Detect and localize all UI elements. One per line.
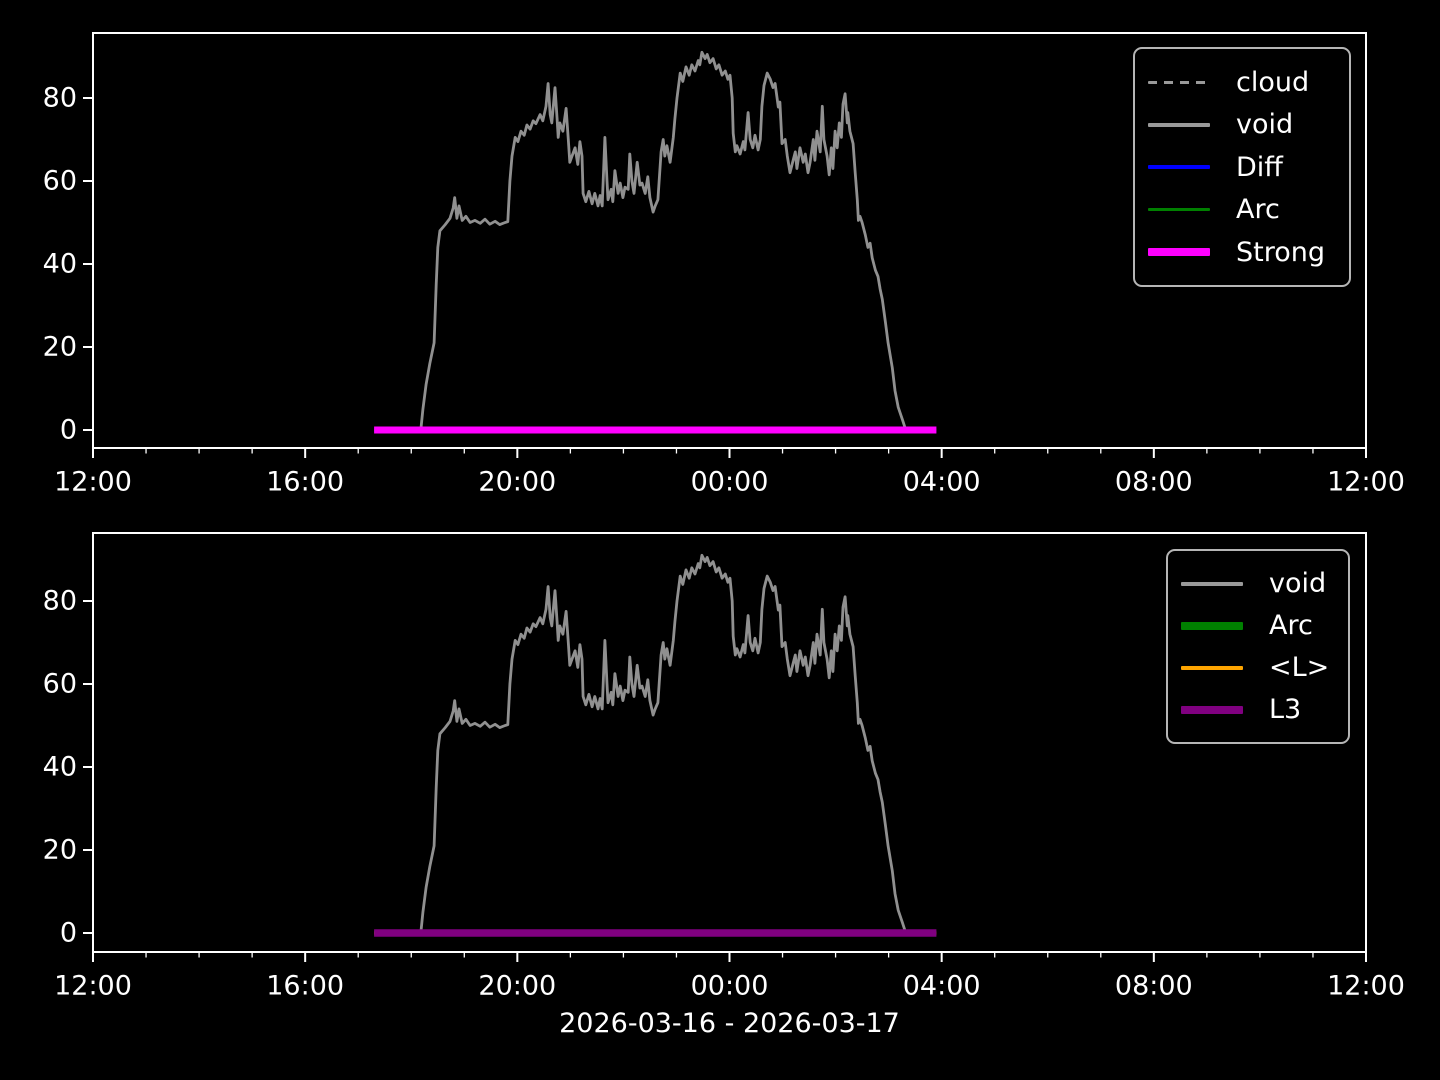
x-tick-label: 00:00	[691, 467, 769, 498]
y-tick-label: 80	[43, 586, 77, 617]
series-void-line	[419, 50, 908, 431]
legend-entry-<L>: <L>	[1181, 654, 1342, 681]
y-tick-label: 40	[43, 752, 77, 783]
legend-line-swatch-Arc	[1181, 621, 1243, 630]
legend-line-swatch-Arc	[1148, 208, 1210, 211]
x-tick-label: 20:00	[478, 467, 556, 498]
legend-entry-L3: L3	[1181, 696, 1342, 723]
legend-label: void	[1236, 109, 1294, 140]
x-tick-label: 08:00	[1115, 971, 1193, 1002]
x-tick-label: 12:00	[54, 971, 132, 1002]
y-tick-label: 80	[43, 83, 77, 114]
legend-line-swatch-Diff	[1148, 165, 1210, 169]
x-tick-label: 16:00	[266, 971, 344, 1002]
x-tick-label: 20:00	[478, 971, 556, 1002]
legend-label: L3	[1269, 694, 1302, 725]
y-tick-label: 60	[43, 669, 77, 700]
legend-entry-Arc: Arc	[1148, 196, 1343, 223]
plot-1: 12:00 16:00 20:00 00:00 04:00 08:00 12:00 0 20 40…	[43, 532, 1405, 1002]
x-tick-label: 08:00	[1115, 467, 1193, 498]
legend-plot-1: void Arc <L> L3	[1166, 549, 1350, 744]
legend-label: cloud	[1236, 66, 1310, 98]
x-tick-label: 12:00	[1327, 467, 1405, 498]
x-tick-label: 12:00	[54, 467, 132, 498]
series-void-line	[419, 553, 908, 934]
x-tick-label: 04:00	[903, 971, 981, 1002]
x-tick-label: 04:00	[903, 467, 981, 498]
legend-label: Arc	[1269, 610, 1313, 641]
y-tick-label: 40	[43, 249, 77, 280]
legend-line-swatch-L3	[1181, 705, 1243, 714]
legend-label: <L>	[1269, 652, 1330, 683]
legend-line-swatch-cloud	[1148, 80, 1210, 84]
legend-entry-void: void	[1181, 570, 1342, 597]
legend-entry-Arc: Arc	[1181, 612, 1342, 639]
x-tick-label: 16:00	[266, 467, 344, 498]
legend-entry-Diff: Diff	[1148, 154, 1343, 181]
y-tick-label: 60	[43, 166, 77, 197]
plot-0: 12:00 16:00 20:00 00:00 04:00 08:00 12:00 0 20 40…	[43, 32, 1405, 498]
legend-line-swatch-void	[1181, 581, 1243, 586]
legend-label: Arc	[1236, 194, 1280, 225]
y-tick-label: 20	[43, 835, 77, 866]
legend-label: void	[1269, 568, 1327, 599]
y-tick-label: 0	[60, 918, 77, 949]
legend-line-swatch-Strong	[1148, 248, 1210, 256]
legend-line-swatch-void	[1148, 122, 1210, 127]
legend-label: Diff	[1236, 151, 1283, 183]
x-axis-title: 2026-03-16 - 2026-03-17	[559, 1008, 900, 1039]
x-tick-label: 12:00	[1327, 971, 1405, 1002]
legend-entry-void: void	[1148, 111, 1343, 138]
y-tick-label: 0	[60, 415, 77, 446]
x-tick-label: 00:00	[691, 971, 769, 1002]
y-tick-label: 20	[43, 332, 77, 363]
legend-entry-cloud: cloud	[1148, 69, 1343, 96]
legend-line-swatch-<L>	[1181, 665, 1243, 670]
legend-label: Strong	[1236, 236, 1326, 268]
legend-entry-Strong: Strong	[1148, 239, 1343, 266]
legend-plot-0: cloud void Diff Arc Strong	[1133, 47, 1351, 287]
